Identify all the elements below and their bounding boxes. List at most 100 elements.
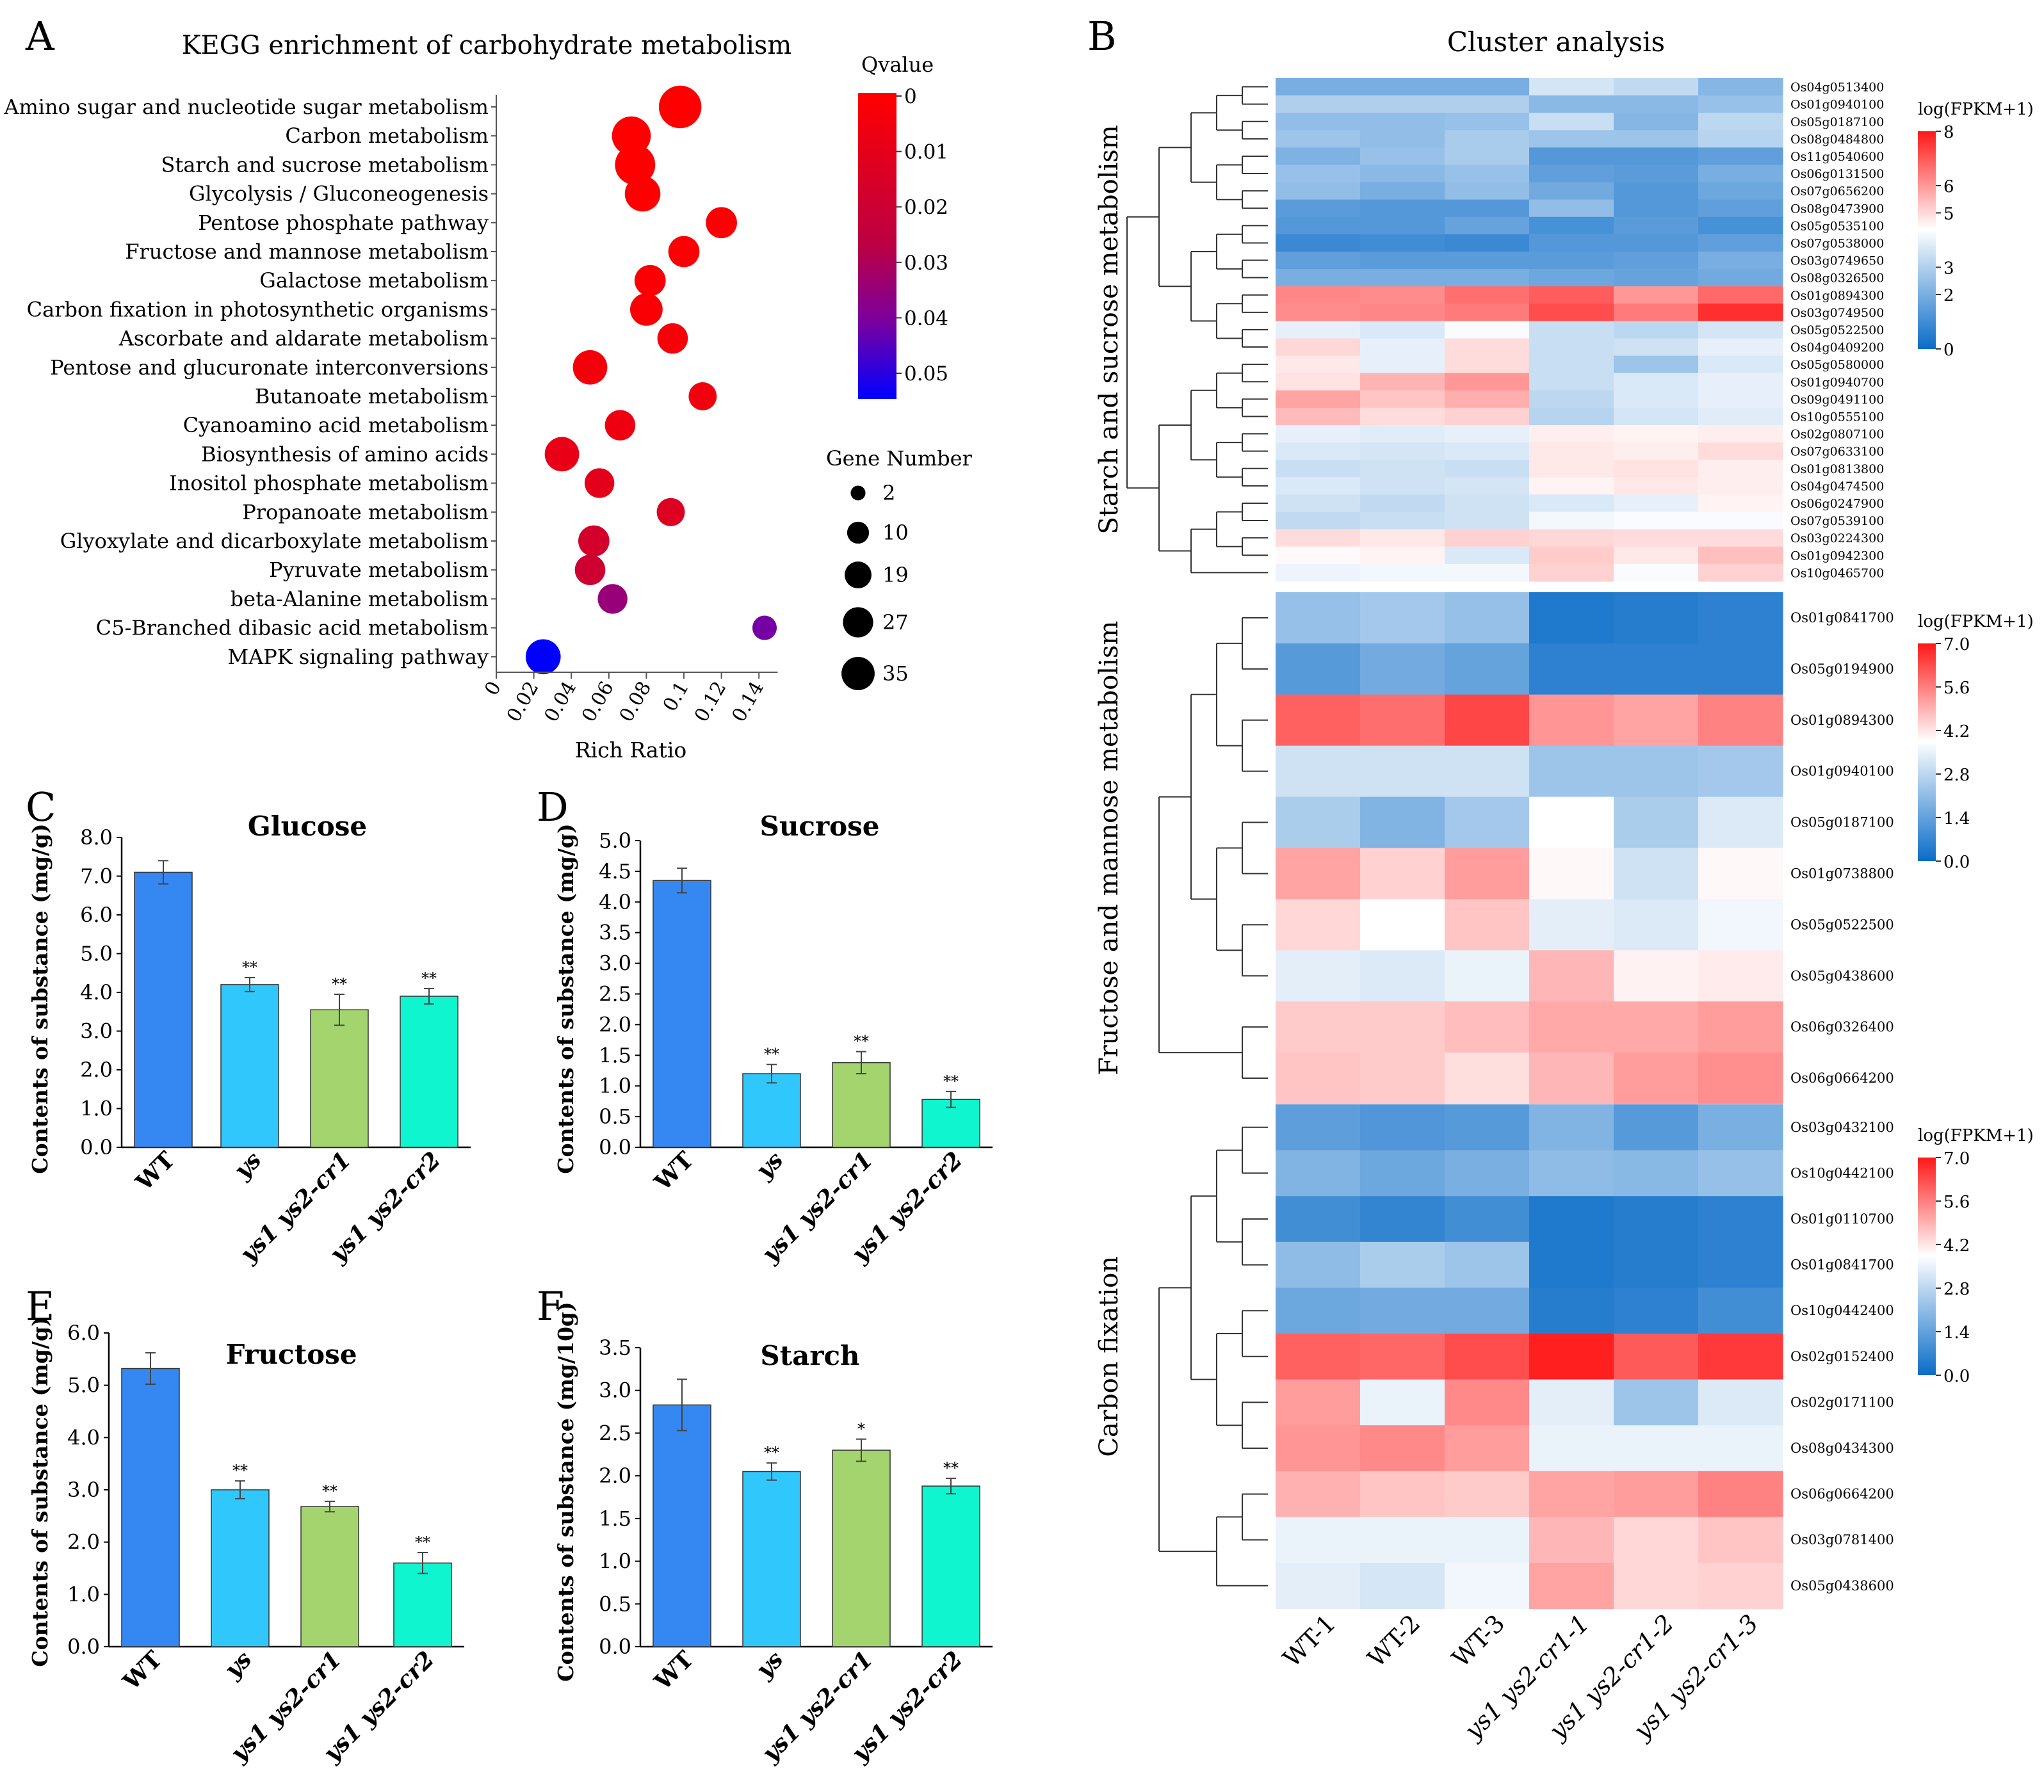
heatmap-cell	[1276, 321, 1361, 339]
qvalue-tick-label: 0.01	[904, 141, 948, 164]
heatmap-cell	[1276, 113, 1361, 131]
kegg-bubble-glycolysis-gluconeogenesis	[624, 175, 661, 212]
heatmap-legend-tick-label: 5	[1943, 205, 1954, 224]
heatmap-cell	[1276, 1563, 1361, 1610]
bar-y-tick-label: 6.0	[67, 1321, 100, 1345]
bar-y-tick-label: 3.0	[599, 1378, 631, 1403]
heatmap-cell	[1614, 95, 1699, 113]
bar-ys1-ys2-cr1	[832, 1062, 891, 1148]
heatmap-cell	[1445, 592, 1530, 644]
heatmap-cell	[1276, 338, 1361, 357]
heatmap-cell	[1445, 1471, 1530, 1517]
heatmap-cell	[1614, 592, 1699, 644]
fructose-title: Fructose	[225, 1339, 357, 1370]
gene-number-legend-title: Gene Number	[826, 446, 973, 471]
heatmap-cell	[1529, 1104, 1614, 1151]
heatmap-legend-colorbar	[1918, 1158, 1936, 1375]
heatmap-gene-os06g0247900: Os06g0247900	[1790, 497, 1884, 511]
heatmap-cell	[1445, 494, 1530, 513]
panel-letter-f: F	[537, 1283, 564, 1330]
heatmap-cell	[1698, 1150, 1783, 1197]
heatmap-cell	[1698, 303, 1783, 321]
heatmap-cell	[1614, 338, 1699, 357]
bar-y-tick-label: 0.0	[67, 1635, 100, 1659]
heatmap-gene-os06g0131500: Os06g0131500	[1790, 167, 1884, 181]
heatmap-cell	[1360, 477, 1445, 495]
bar-y-tick-label: 1.0	[67, 1582, 100, 1606]
heatmap-cell	[1529, 182, 1614, 200]
heatmap-cell	[1445, 147, 1530, 166]
heatmap-cell	[1698, 1379, 1783, 1426]
heatmap-cell	[1445, 529, 1530, 547]
heatmap-cell	[1529, 1334, 1614, 1380]
cluster-title: Cluster analysis	[1447, 26, 1665, 58]
heatmap-legend-tick-label: 6	[1943, 177, 1954, 197]
panel-a-kegg-bubble: A KEGG enrichment of carbohydrate metabo…	[3, 13, 972, 763]
heatmap-gene-os05g0194900: Os05g0194900	[1790, 661, 1894, 677]
heatmap-cell	[1698, 1241, 1783, 1288]
heatmap-cell	[1276, 216, 1361, 235]
heatmap-cell	[1276, 199, 1361, 218]
significance-mark: **	[764, 1444, 779, 1462]
heatmap-cell	[1614, 130, 1699, 148]
heatmap-cell	[1360, 512, 1445, 530]
heatmap-cell	[1276, 1334, 1361, 1380]
bar-y-tick-label: 5.0	[599, 828, 631, 853]
heatmap-cell	[1698, 1287, 1783, 1334]
heatmap-cell	[1698, 546, 1783, 565]
heatmap-cell	[1614, 1287, 1699, 1334]
heatmap-cell	[1529, 338, 1614, 357]
heatmap-gene-os07g0538000: Os07g0538000	[1790, 236, 1884, 250]
heatmap-cell	[1614, 529, 1699, 547]
bar-y-tick-label: 1.5	[599, 1043, 631, 1067]
heatmap-cell	[1698, 182, 1783, 200]
heatmap-cell	[1698, 643, 1783, 695]
heatmap-cell	[1614, 460, 1699, 478]
heatmap-cell	[1529, 694, 1614, 747]
heatmap-cell	[1360, 442, 1445, 460]
significance-mark: **	[764, 1045, 779, 1063]
heatmap-cell	[1698, 1104, 1783, 1151]
kegg-bubble-c5-branched-dibasic-acid-metabolism	[752, 615, 777, 640]
significance-mark: **	[421, 969, 437, 987]
heatmap-cell	[1529, 494, 1614, 513]
heatmap-cell	[1529, 425, 1614, 443]
kegg-term-ascorbate-and-aldarate-metabolism: Ascorbate and aldarate metabolism	[118, 327, 489, 351]
significance-mark: **	[943, 1072, 959, 1090]
heatmap-legend-tick-label: 0.0	[1943, 1367, 1970, 1386]
kegg-bubble-biosynthesis-of-amino-acids	[544, 437, 580, 472]
heatmap-cell	[1529, 899, 1614, 951]
heatmap-gene-os01g0894300: Os01g0894300	[1790, 713, 1894, 728]
kegg-bubble-ascorbate-and-aldarate-metabolism	[657, 323, 688, 354]
heatmap-cell	[1529, 512, 1614, 530]
kegg-bubbles	[525, 85, 777, 675]
bar-ys1-ys2-cr2	[400, 996, 458, 1148]
heatmap-cell	[1276, 494, 1361, 513]
heatmap-legend-tick-label: 2.8	[1943, 1280, 1970, 1299]
kegg-term-glycolysis-gluconeogenesis: Glycolysis / Gluconeogenesis	[189, 182, 489, 206]
heatmap-cell	[1445, 745, 1530, 798]
heatmap-cell	[1529, 1287, 1614, 1334]
kegg-xlabel: Rich Ratio	[575, 738, 687, 763]
heatmap-cell	[1529, 303, 1614, 321]
heatmap-cell	[1614, 303, 1699, 321]
heatmap-cell	[1698, 1517, 1783, 1563]
heatmap-cell	[1614, 899, 1699, 951]
heatmap-legend-colorbar	[1918, 643, 1936, 861]
panel-letter-b: B	[1087, 13, 1117, 60]
bar-y-tick-label: 2.5	[599, 982, 631, 1006]
heatmap-cell	[1698, 1425, 1783, 1472]
heatmap-gene-os04g0513400: Os04g0513400	[1790, 81, 1884, 95]
heatmap-gene-os08g0484800: Os08g0484800	[1790, 133, 1884, 147]
heatmap-gene-os01g0894300: Os01g0894300	[1790, 289, 1884, 303]
heatmap-dendrogram	[1158, 1126, 1268, 1586]
heatmap-cell	[1360, 494, 1445, 513]
heatmap-cell	[1445, 321, 1530, 339]
heatmap-cell	[1698, 494, 1783, 513]
heatmap-gene-os01g0841700: Os01g0841700	[1790, 610, 1894, 626]
significance-mark: **	[322, 1482, 337, 1500]
heatmap-cell	[1529, 113, 1614, 131]
heatmap-cell	[1614, 1517, 1699, 1563]
heatmap-cell	[1360, 848, 1445, 900]
heatmap-legend-title: log(FPKM+1)	[1918, 1126, 2034, 1145]
